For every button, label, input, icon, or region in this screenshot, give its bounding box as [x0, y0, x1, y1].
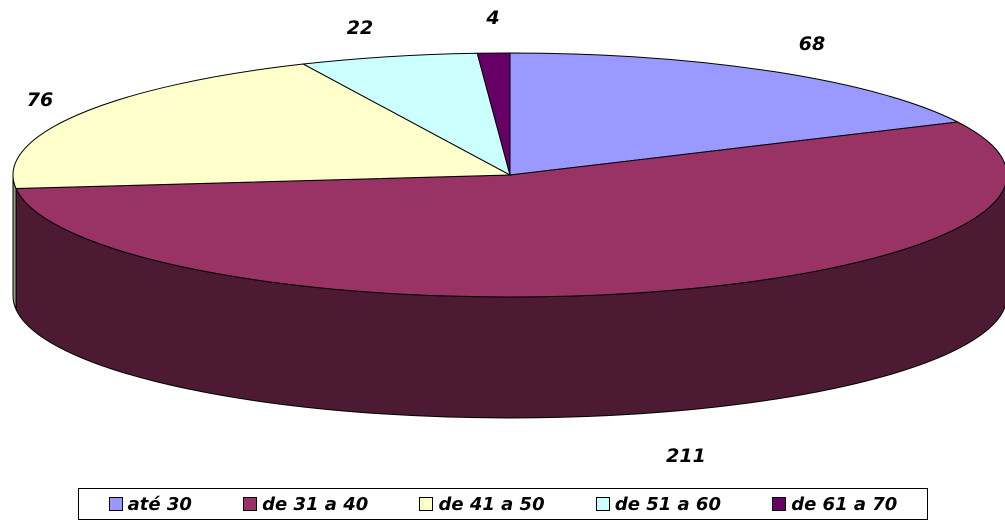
pie-slice-de-51-a-60 [301, 52, 511, 176]
data-labels: 68 211 76 22 4 [27, 7, 825, 467]
legend-item-ate-30: até 30 [108, 493, 192, 515]
legend-label-de-41-a-50: de 41 a 50 [438, 493, 545, 515]
legend-item-de-61-a-70: de 61 a 70 [772, 494, 897, 515]
data-label-de-41-a-50: 76 [27, 89, 53, 111]
pie-slice-de-41-a-50 [12, 63, 512, 190]
data-label-de-61-a-70: 4 [485, 7, 499, 29]
pie-top [12, 52, 1005, 298]
pie-side-de-41-a-50 [12, 174, 17, 310]
pie-slice-de-61-a-70 [476, 52, 511, 176]
legend-swatch-de-51-a-60 [595, 497, 610, 511]
legend-swatch-de-31-a-40 [243, 497, 258, 511]
legend: até 30 de 31 a 40 de 41 a 50 de 51 a 60 … [78, 488, 928, 520]
legend-item-de-51-a-60: de 51 a 60 [595, 493, 721, 515]
data-label-de-51-a-60: 22 [347, 17, 373, 39]
data-label-ate-30: 68 [799, 33, 825, 55]
legend-label-de-31-a-40: de 31 a 40 [262, 493, 369, 515]
legend-item-de-41-a-50: de 41 a 50 [419, 493, 545, 515]
legend-label-de-51-a-60: de 51 a 60 [614, 493, 721, 515]
legend-swatch-de-41-a-50 [419, 497, 434, 511]
pie-slice-ate-30 [509, 52, 960, 176]
legend-swatch-de-61-a-70 [772, 497, 787, 511]
legend-label-de-61-a-70: de 61 a 70 [791, 493, 898, 515]
legend-item-de-31-a-40: de 31 a 40 [243, 494, 368, 515]
data-label-de-31-a-40: 211 [666, 445, 706, 467]
legend-label-ate-30: até 30 [127, 493, 192, 515]
pie-slice-de-31-a-40 [15, 121, 1005, 298]
legend-swatch-ate-30 [108, 497, 123, 511]
